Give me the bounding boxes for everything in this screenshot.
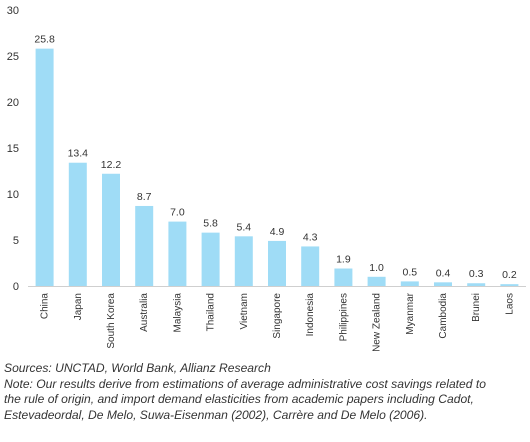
x-tick-label: South Korea: [106, 293, 117, 349]
bar: [35, 48, 54, 286]
data-label: 1.9: [336, 254, 351, 266]
note-line-1: Note: Our results derive from estimation…: [4, 376, 486, 391]
data-label: 5.4: [236, 221, 251, 233]
data-label: 0.2: [502, 269, 517, 281]
data-label: 12.2: [101, 159, 122, 171]
bar: [434, 282, 452, 286]
x-tick-label: Thailand: [206, 293, 217, 331]
bar: [400, 281, 419, 286]
bar: [135, 205, 154, 286]
x-tick-label: Malaysia: [172, 293, 183, 333]
data-label: 5.8: [203, 218, 218, 230]
x-tick-label: Singapore: [272, 293, 283, 339]
x-tick-label: China: [40, 293, 51, 320]
x-tick-label: Myanmar: [405, 292, 416, 334]
x-tick-label: New Zealand: [372, 293, 383, 352]
bar: [301, 246, 320, 286]
data-label: 0.3: [469, 268, 484, 280]
bar: [367, 276, 386, 286]
data-label: 0.5: [402, 266, 417, 278]
bar: [334, 268, 353, 286]
x-tick-label: Vietnam: [239, 293, 250, 330]
bar: [102, 173, 120, 286]
bar: [168, 221, 187, 286]
bar: [500, 284, 519, 286]
note-line-3: Estevadeordal, De Melo, Suwa-Eisenman (2…: [4, 407, 428, 422]
data-label: 13.4: [68, 148, 89, 160]
y-tick-label: 30: [7, 5, 19, 17]
y-tick-label: 5: [13, 235, 19, 247]
chart-notes: Sources: UNCTAD, World Bank, Allianz Res…: [4, 361, 526, 423]
bar-chart: 0 5 10 15 20 25 30 25.8 China 13.4 Japan 12.2 South …: [7, 5, 526, 352]
y-tick-label: 0: [13, 281, 19, 293]
y-tick-label: 25: [7, 51, 19, 63]
note-line-2: the rule of origin, and import demand el…: [4, 392, 474, 407]
data-label: 8.7: [137, 191, 152, 203]
data-label: 7.0: [170, 207, 185, 219]
data-label: 0.4: [436, 267, 451, 279]
x-tick-label: Cambodia: [438, 293, 449, 339]
x-tick-label: Laos: [504, 293, 515, 315]
y-tick-label: 20: [7, 97, 19, 109]
x-tick-label: Philippines: [338, 293, 349, 341]
y-tick-label: 15: [7, 143, 19, 155]
data-label: 4.9: [270, 226, 285, 238]
bar: [234, 236, 253, 286]
x-tick-label: Indonesia: [305, 293, 316, 337]
x-tick-label: Australia: [139, 293, 150, 332]
data-label: 4.3: [303, 231, 318, 243]
data-label: 1.0: [369, 262, 384, 274]
x-tick-label: Brunei: [471, 293, 482, 322]
x-tick-label: Japan: [73, 293, 84, 320]
sources-text: Sources: UNCTAD, World Bank, Allianz Res…: [4, 361, 271, 375]
bar: [467, 283, 486, 286]
bar: [268, 240, 286, 286]
data-label: 25.8: [34, 34, 55, 46]
bar: [201, 232, 220, 286]
bar: [68, 162, 87, 286]
y-tick-label: 10: [7, 189, 19, 201]
